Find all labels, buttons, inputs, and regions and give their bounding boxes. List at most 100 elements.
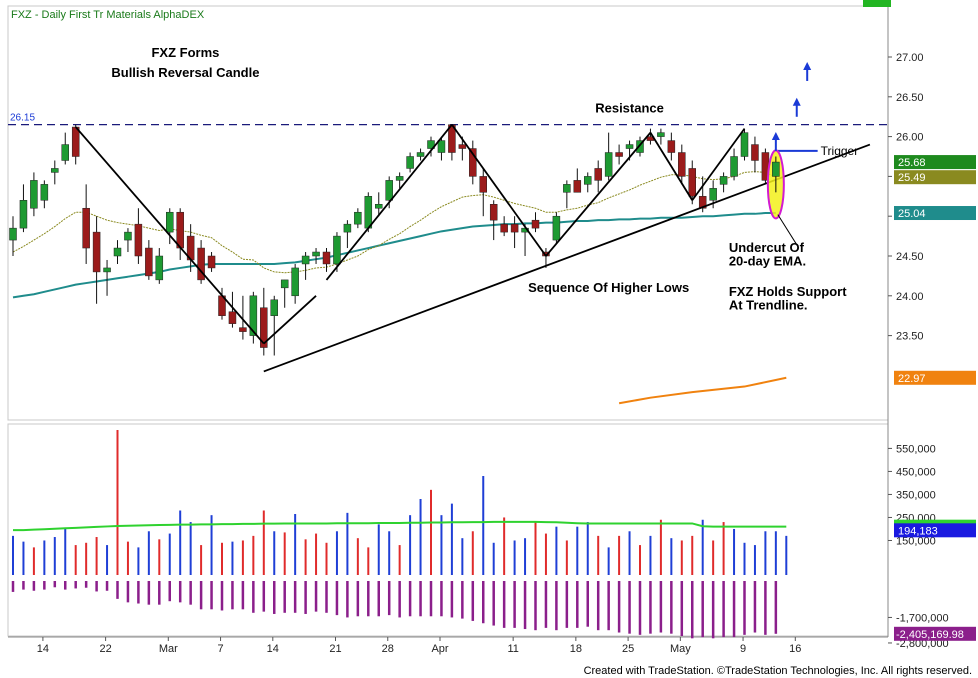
x-tick-label: 25 bbox=[622, 643, 634, 655]
candle-body bbox=[270, 299, 278, 316]
resistance-level-label: 26.15 bbox=[10, 113, 35, 124]
accdist-y-tick-label: -2,800,000 bbox=[896, 638, 949, 650]
candle-body bbox=[155, 255, 164, 281]
chart-annotation: Undercut Of bbox=[729, 240, 805, 255]
candle-body bbox=[280, 279, 289, 289]
x-tick-label: Apr bbox=[431, 643, 448, 655]
candle-body bbox=[375, 204, 383, 209]
price-tag bbox=[894, 155, 976, 170]
chart-annotation: At Trendline. bbox=[729, 297, 808, 312]
accdist-y-tick-label: -1,700,000 bbox=[896, 612, 949, 624]
candle-body bbox=[113, 247, 122, 257]
volume-last-label: 194,183 bbox=[898, 525, 938, 537]
candle-body bbox=[228, 311, 237, 324]
candle-body bbox=[312, 251, 320, 257]
candle-body bbox=[437, 140, 446, 153]
x-tick-label: Mar bbox=[159, 643, 178, 655]
sma50-line bbox=[12, 212, 776, 299]
candle-body bbox=[176, 211, 184, 249]
annotation-pointer bbox=[777, 214, 799, 247]
candle-body bbox=[40, 184, 49, 201]
candle-body bbox=[51, 168, 59, 173]
candle-body bbox=[19, 200, 28, 229]
volume-y-tick-label: 550,000 bbox=[896, 443, 936, 455]
ema20-line bbox=[12, 171, 777, 274]
x-tick-label: 21 bbox=[329, 643, 341, 655]
sma200-line bbox=[618, 376, 787, 405]
candle-body bbox=[636, 140, 644, 153]
candle-body bbox=[395, 176, 404, 181]
price-y-tick-label: 27.00 bbox=[896, 52, 924, 64]
candle-body bbox=[166, 211, 174, 233]
candle-body bbox=[667, 140, 676, 153]
candle-body bbox=[103, 267, 111, 273]
candle-body bbox=[500, 223, 508, 233]
x-tick-label: 14 bbox=[267, 643, 279, 655]
candle-body bbox=[698, 196, 707, 209]
candle-body bbox=[625, 144, 634, 149]
price-tag bbox=[894, 370, 976, 385]
candle-body bbox=[249, 295, 258, 336]
candle-body bbox=[82, 207, 90, 249]
candle-body bbox=[740, 132, 749, 157]
chart-annotation: FXZ Forms bbox=[151, 45, 219, 60]
candle-body bbox=[531, 219, 540, 229]
candle-body bbox=[354, 211, 362, 225]
price-tag bbox=[894, 206, 976, 221]
candle-body bbox=[385, 180, 393, 201]
candle-body bbox=[333, 235, 341, 265]
x-tick-label: 11 bbox=[507, 643, 518, 655]
trendline bbox=[75, 126, 265, 345]
candle-body bbox=[416, 152, 425, 157]
candle-body bbox=[510, 223, 519, 233]
candle-body bbox=[489, 204, 498, 221]
chart-annotation: Bullish Reversal Candle bbox=[111, 65, 259, 80]
candle-body bbox=[364, 196, 373, 229]
x-tick-label: 18 bbox=[570, 643, 582, 655]
candle-body bbox=[207, 255, 216, 269]
trendline bbox=[691, 128, 746, 201]
x-tick-label: 7 bbox=[217, 643, 223, 655]
candle-body bbox=[719, 176, 728, 185]
accdist-last-label: -2,405,169.98 bbox=[896, 629, 964, 641]
chart-annotation: Sequence Of Higher Lows bbox=[528, 280, 689, 295]
candle-body bbox=[301, 255, 310, 265]
x-tick-label: May bbox=[670, 643, 691, 655]
price-tag bbox=[894, 170, 976, 185]
candle-body bbox=[145, 247, 153, 277]
price-y-tick-label: 24.00 bbox=[896, 291, 924, 303]
up-arrow-head bbox=[771, 132, 780, 141]
trendline bbox=[263, 295, 317, 345]
trendline bbox=[649, 132, 694, 201]
candle-body bbox=[730, 156, 738, 177]
candle-body bbox=[772, 161, 780, 177]
candle-body bbox=[479, 176, 487, 193]
chart-annotation: Resistance bbox=[595, 101, 664, 116]
candle-body bbox=[584, 176, 592, 185]
x-tick-label: 16 bbox=[789, 643, 801, 655]
price-tag-label: 22.97 bbox=[898, 373, 926, 385]
candle-body bbox=[92, 231, 101, 273]
volume-average-line bbox=[13, 520, 787, 532]
volume-last-tag bbox=[894, 523, 976, 538]
volume-y-tick-label: 450,000 bbox=[896, 466, 936, 478]
price-tag-label: 25.49 bbox=[898, 172, 926, 184]
price-tag-label: 25.68 bbox=[898, 157, 926, 169]
candle-body bbox=[406, 156, 414, 169]
candle-body bbox=[709, 188, 717, 201]
candle-body bbox=[594, 168, 602, 181]
candle-body bbox=[9, 227, 17, 241]
up-arrow-head bbox=[803, 61, 812, 70]
candle-body bbox=[61, 144, 69, 161]
price-y-tick-label: 26.50 bbox=[896, 92, 924, 104]
candle-body bbox=[343, 223, 352, 233]
candle-body bbox=[573, 180, 582, 193]
candle-body bbox=[260, 307, 268, 348]
chart-annotation: 20-day EMA. bbox=[729, 254, 806, 269]
candle-body bbox=[458, 144, 467, 149]
candle-body bbox=[322, 251, 331, 265]
candle-body bbox=[124, 231, 132, 241]
price-y-tick-label: 24.50 bbox=[896, 251, 924, 263]
candle-body bbox=[197, 247, 205, 281]
